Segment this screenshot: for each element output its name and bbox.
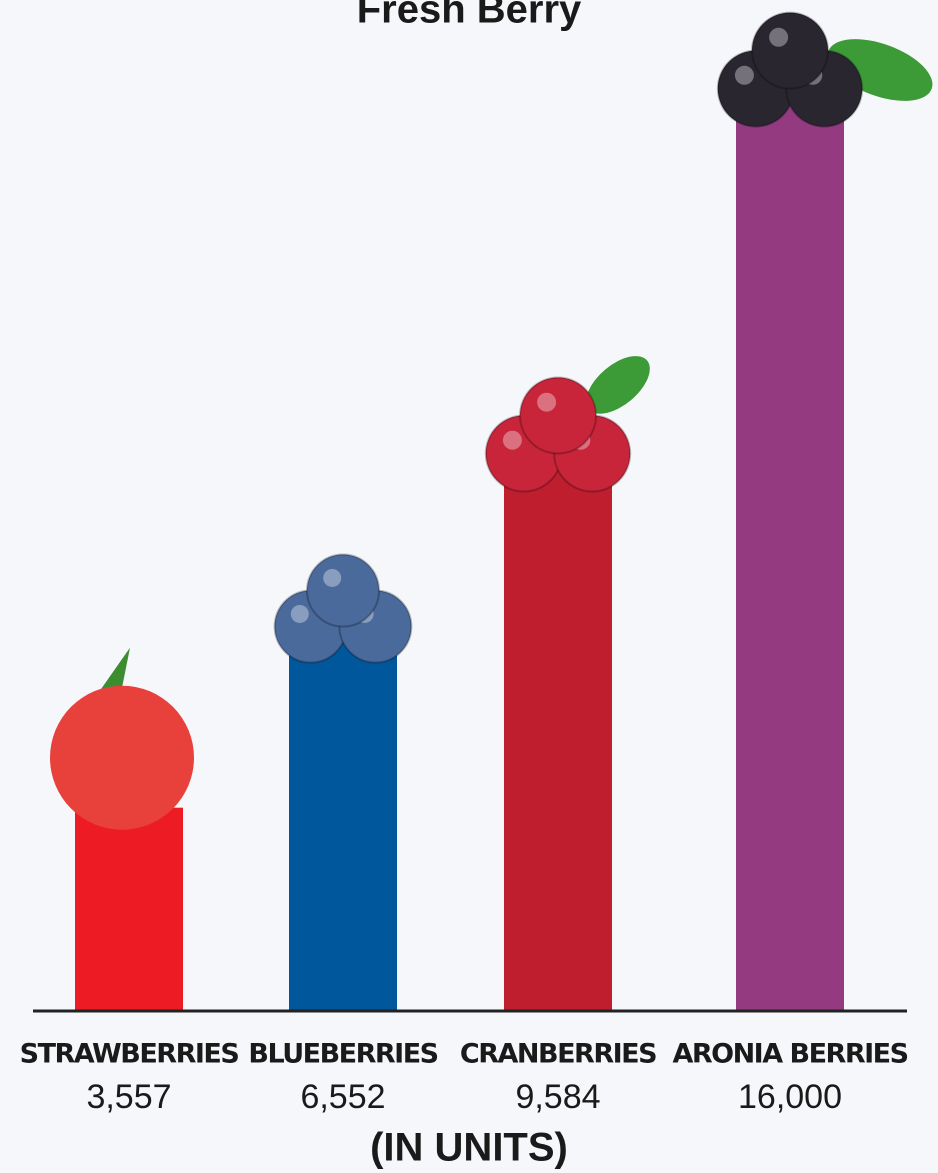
bar [289,637,397,1010]
fruit-highlight [323,568,342,587]
x-tick-label: STRAWBERRIES [20,1039,239,1070]
fruit-decoration [306,553,380,628]
fruit-highlight [290,604,309,623]
x-tick-label: BLUEBERRIES [248,1039,437,1070]
fruit-decoration [519,376,597,455]
fruit-highlight [734,65,754,85]
value-label: 16,000 [738,1078,842,1116]
x-tick-label: CRANBERRIES [460,1039,656,1070]
fruit-highlight [537,392,557,412]
x-tick-label: ARONIA BERRIES [672,1039,907,1070]
bar [504,464,612,1010]
value-label: 3,557 [86,1078,171,1116]
x-axis-label: (IN UNITS) [370,1126,568,1170]
value-label: 9,584 [515,1078,600,1116]
leaf-decoration [586,356,650,414]
value-label: 6,552 [300,1078,385,1116]
bar [736,100,844,1010]
bar [75,807,183,1010]
chart-title: Fresh Berry [357,0,582,32]
fruit-highlight [502,430,522,450]
fruit-decoration [751,11,829,90]
fruit-decoration [50,685,194,830]
fruit-highlight [769,27,789,47]
